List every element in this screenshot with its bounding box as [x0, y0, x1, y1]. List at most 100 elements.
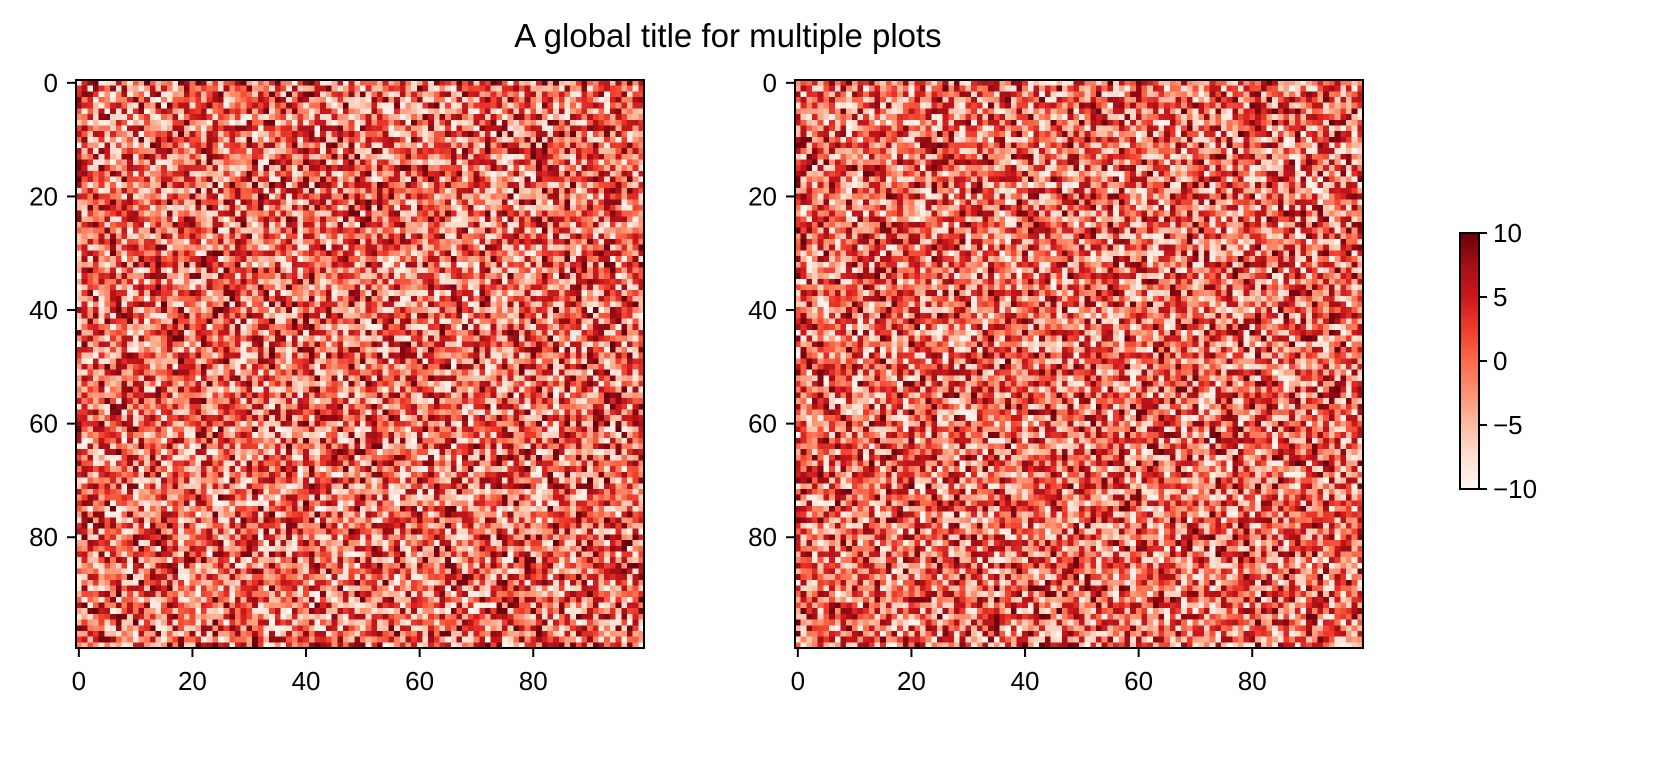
- heatmap-cell: [121, 97, 128, 104]
- heatmap-cell: [297, 250, 304, 257]
- heatmap-cell: [178, 267, 185, 274]
- heatmap-cell: [581, 244, 588, 251]
- heatmap-cell: [377, 153, 384, 160]
- heatmap-cell: [331, 352, 338, 359]
- heatmap-cell: [388, 278, 395, 285]
- heatmap-cell: [269, 250, 276, 257]
- heatmap-cell: [115, 159, 122, 166]
- heatmap-cell: [575, 346, 582, 353]
- heatmap-cell: [110, 318, 117, 325]
- heatmap-cell: [592, 273, 599, 280]
- heatmap-cell: [320, 307, 327, 314]
- heatmap-cell: [621, 199, 628, 206]
- heatmap-cell: [200, 182, 207, 189]
- heatmap-cell: [263, 193, 270, 200]
- heatmap-cell: [127, 250, 134, 257]
- heatmap-cell: [507, 136, 514, 143]
- heatmap-cell: [161, 148, 168, 155]
- heatmap-cell: [354, 187, 361, 194]
- heatmap-cell: [325, 341, 332, 348]
- heatmap-cell: [399, 273, 406, 280]
- heatmap-cell: [587, 295, 594, 302]
- heatmap-cell: [212, 239, 219, 246]
- heatmap-cell: [479, 227, 486, 234]
- heatmap-cell: [638, 216, 645, 223]
- heatmap-cell: [496, 159, 503, 166]
- heatmap-cell: [337, 352, 344, 359]
- heatmap-cell: [155, 307, 162, 314]
- heatmap-cell: [604, 267, 611, 274]
- heatmap-cell: [570, 142, 577, 149]
- heatmap-cell: [592, 307, 599, 314]
- heatmap-cell: [263, 358, 270, 365]
- heatmap-cell: [229, 352, 236, 359]
- heatmap-cell: [570, 176, 577, 183]
- heatmap-cell: [342, 290, 349, 297]
- heatmap-cell: [547, 119, 554, 126]
- heatmap-cell: [541, 170, 548, 177]
- heatmap-cell: [354, 182, 361, 189]
- heatmap-cell: [570, 165, 577, 172]
- heatmap-cell: [394, 335, 401, 342]
- heatmap-cell: [433, 261, 440, 268]
- heatmap-cell: [558, 148, 565, 155]
- heatmap-cell: [269, 278, 276, 285]
- heatmap-cell: [172, 352, 179, 359]
- heatmap-cell: [462, 85, 469, 92]
- heatmap-cell: [422, 290, 429, 297]
- heatmap-cell: [149, 193, 156, 200]
- heatmap-cell: [246, 267, 253, 274]
- heatmap-cell: [235, 114, 242, 121]
- heatmap-cell: [473, 290, 480, 297]
- heatmap-cell: [524, 119, 531, 126]
- heatmap-cell: [399, 250, 406, 257]
- heatmap-cell: [76, 108, 83, 115]
- heatmap-cell: [337, 324, 344, 331]
- heatmap-cell: [218, 210, 225, 217]
- heatmap-cell: [263, 273, 270, 280]
- heatmap-cell: [450, 142, 457, 149]
- heatmap-cell: [115, 341, 122, 348]
- heatmap-cell: [115, 346, 122, 353]
- heatmap-cell: [303, 136, 310, 143]
- heatmap-cell: [502, 176, 509, 183]
- heatmap-cell: [314, 216, 321, 223]
- heatmap-cell: [183, 136, 190, 143]
- heatmap-cell: [587, 131, 594, 138]
- heatmap-cell: [371, 210, 378, 217]
- heatmap-cell: [115, 273, 122, 280]
- heatmap-cell: [536, 125, 543, 132]
- heatmap-cell: [257, 346, 264, 353]
- heatmap-cell: [536, 341, 543, 348]
- heatmap-cell: [87, 335, 94, 342]
- heatmap-cell: [104, 335, 111, 342]
- heatmap-cell: [320, 148, 327, 155]
- heatmap-cell: [337, 250, 344, 257]
- heatmap-cell: [399, 176, 406, 183]
- heatmap-cell: [110, 250, 117, 257]
- heatmap-cell: [638, 278, 645, 285]
- heatmap-cell: [280, 80, 287, 87]
- heatmap-cell: [172, 284, 179, 291]
- heatmap-cell: [183, 159, 190, 166]
- heatmap-cell: [388, 119, 395, 126]
- heatmap-cell: [348, 159, 355, 166]
- heatmap-cell: [609, 125, 616, 132]
- heatmap-cell: [257, 85, 264, 92]
- heatmap-cell: [138, 256, 145, 263]
- heatmap-cell: [274, 108, 281, 115]
- heatmap-cell: [87, 136, 94, 143]
- heatmap-cell: [257, 216, 264, 223]
- heatmap-cell: [479, 142, 486, 149]
- heatmap-cell: [371, 80, 378, 87]
- heatmap-cell: [81, 91, 88, 98]
- heatmap-cell: [223, 267, 230, 274]
- heatmap-cell: [218, 324, 225, 331]
- heatmap-cell: [132, 267, 139, 274]
- heatmap-cell: [206, 273, 213, 280]
- heatmap-cell: [513, 250, 520, 257]
- heatmap-cell: [638, 176, 645, 183]
- heatmap-cell: [399, 324, 406, 331]
- heatmap-cell: [467, 358, 474, 365]
- heatmap-cell: [263, 170, 270, 177]
